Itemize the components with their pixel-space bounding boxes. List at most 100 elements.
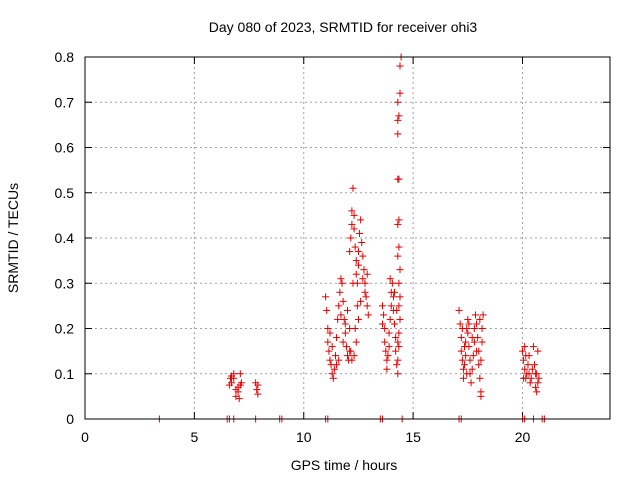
data-point bbox=[467, 379, 475, 387]
data-point bbox=[235, 395, 243, 403]
data-point bbox=[333, 334, 341, 342]
data-point bbox=[392, 334, 400, 342]
data-point bbox=[527, 374, 535, 382]
x-axis-label: GPS time / hours bbox=[291, 457, 398, 473]
data-point bbox=[458, 356, 466, 364]
data-point bbox=[383, 356, 391, 364]
data-point bbox=[331, 352, 339, 360]
chart-title: Day 080 of 2023, SRMTID for receiver ohi… bbox=[209, 19, 478, 35]
data-point bbox=[531, 361, 539, 369]
data-point bbox=[395, 112, 403, 120]
data-point bbox=[394, 98, 402, 106]
data-point bbox=[521, 365, 529, 373]
data-point bbox=[357, 216, 365, 224]
y-tick-label: 0.1 bbox=[55, 366, 75, 382]
data-point bbox=[525, 370, 533, 378]
data-point bbox=[339, 338, 347, 346]
data-point bbox=[324, 338, 332, 346]
y-tick-label: 0.8 bbox=[55, 49, 75, 65]
data-point bbox=[395, 329, 403, 337]
x-tick-label: 10 bbox=[296, 429, 312, 445]
data-point bbox=[351, 325, 359, 332]
data-point bbox=[323, 306, 331, 314]
data-point bbox=[337, 311, 345, 319]
data-point bbox=[226, 374, 234, 382]
data-point bbox=[395, 243, 403, 251]
data-point bbox=[253, 386, 261, 394]
data-point bbox=[354, 315, 362, 323]
data-point bbox=[336, 288, 344, 296]
data-point bbox=[470, 325, 478, 332]
data-point bbox=[458, 325, 466, 332]
data-point bbox=[395, 302, 403, 310]
data-point bbox=[329, 374, 337, 382]
data-point bbox=[335, 356, 343, 364]
data-point bbox=[475, 361, 483, 369]
data-point bbox=[466, 356, 474, 364]
data-point bbox=[350, 225, 358, 233]
data-point bbox=[526, 379, 534, 387]
data-point bbox=[471, 311, 479, 319]
data-point bbox=[392, 347, 400, 355]
y-tick-label: 0.7 bbox=[55, 94, 75, 110]
data-points bbox=[155, 53, 548, 423]
data-point bbox=[352, 338, 360, 346]
data-point bbox=[347, 234, 355, 242]
data-point bbox=[359, 252, 367, 260]
data-point bbox=[363, 270, 371, 278]
data-point bbox=[361, 288, 369, 296]
data-point bbox=[393, 361, 401, 369]
data-point bbox=[520, 356, 528, 364]
data-point bbox=[359, 275, 367, 283]
data-point bbox=[395, 175, 403, 183]
data-point bbox=[228, 379, 236, 387]
data-point bbox=[382, 347, 390, 355]
data-point bbox=[352, 257, 360, 265]
data-point bbox=[396, 266, 404, 274]
data-point bbox=[476, 374, 484, 382]
data-point bbox=[386, 315, 394, 323]
data-point bbox=[396, 62, 404, 70]
data-point bbox=[464, 315, 472, 323]
data-point bbox=[462, 338, 470, 346]
data-point bbox=[479, 311, 487, 319]
data-point bbox=[339, 297, 347, 305]
y-tick-label: 0.3 bbox=[55, 275, 75, 291]
data-point bbox=[473, 347, 481, 355]
data-point bbox=[349, 184, 357, 192]
data-point bbox=[344, 352, 351, 360]
data-point bbox=[354, 261, 362, 269]
data-point bbox=[358, 239, 366, 247]
y-tick-label: 0.4 bbox=[55, 230, 75, 246]
data-point bbox=[463, 370, 471, 378]
y-tick-label: 0.2 bbox=[55, 321, 75, 337]
data-point bbox=[394, 338, 402, 346]
data-point bbox=[394, 130, 402, 138]
data-point bbox=[350, 352, 358, 360]
data-point bbox=[324, 325, 332, 332]
data-point bbox=[396, 293, 404, 301]
data-point bbox=[468, 365, 476, 373]
data-point bbox=[352, 270, 360, 278]
x-tick-label: 20 bbox=[515, 429, 531, 445]
y-axis-label: SRMTID / TECUs bbox=[5, 183, 21, 293]
data-point bbox=[533, 370, 541, 378]
data-point bbox=[465, 320, 473, 328]
data-point bbox=[349, 279, 357, 287]
data-point bbox=[361, 279, 369, 287]
plot-frame bbox=[84, 56, 611, 420]
data-point bbox=[478, 325, 486, 332]
data-point bbox=[529, 343, 537, 351]
data-point bbox=[354, 248, 362, 256]
data-point bbox=[379, 320, 386, 328]
y-tick-label: 0.5 bbox=[55, 185, 75, 201]
data-point bbox=[380, 311, 388, 319]
data-point bbox=[381, 325, 389, 332]
data-point bbox=[362, 293, 370, 301]
data-point bbox=[394, 370, 402, 378]
data-point bbox=[522, 352, 530, 360]
data-point bbox=[350, 211, 358, 219]
data-point bbox=[393, 306, 401, 314]
x-tick-label: 0 bbox=[81, 429, 89, 445]
